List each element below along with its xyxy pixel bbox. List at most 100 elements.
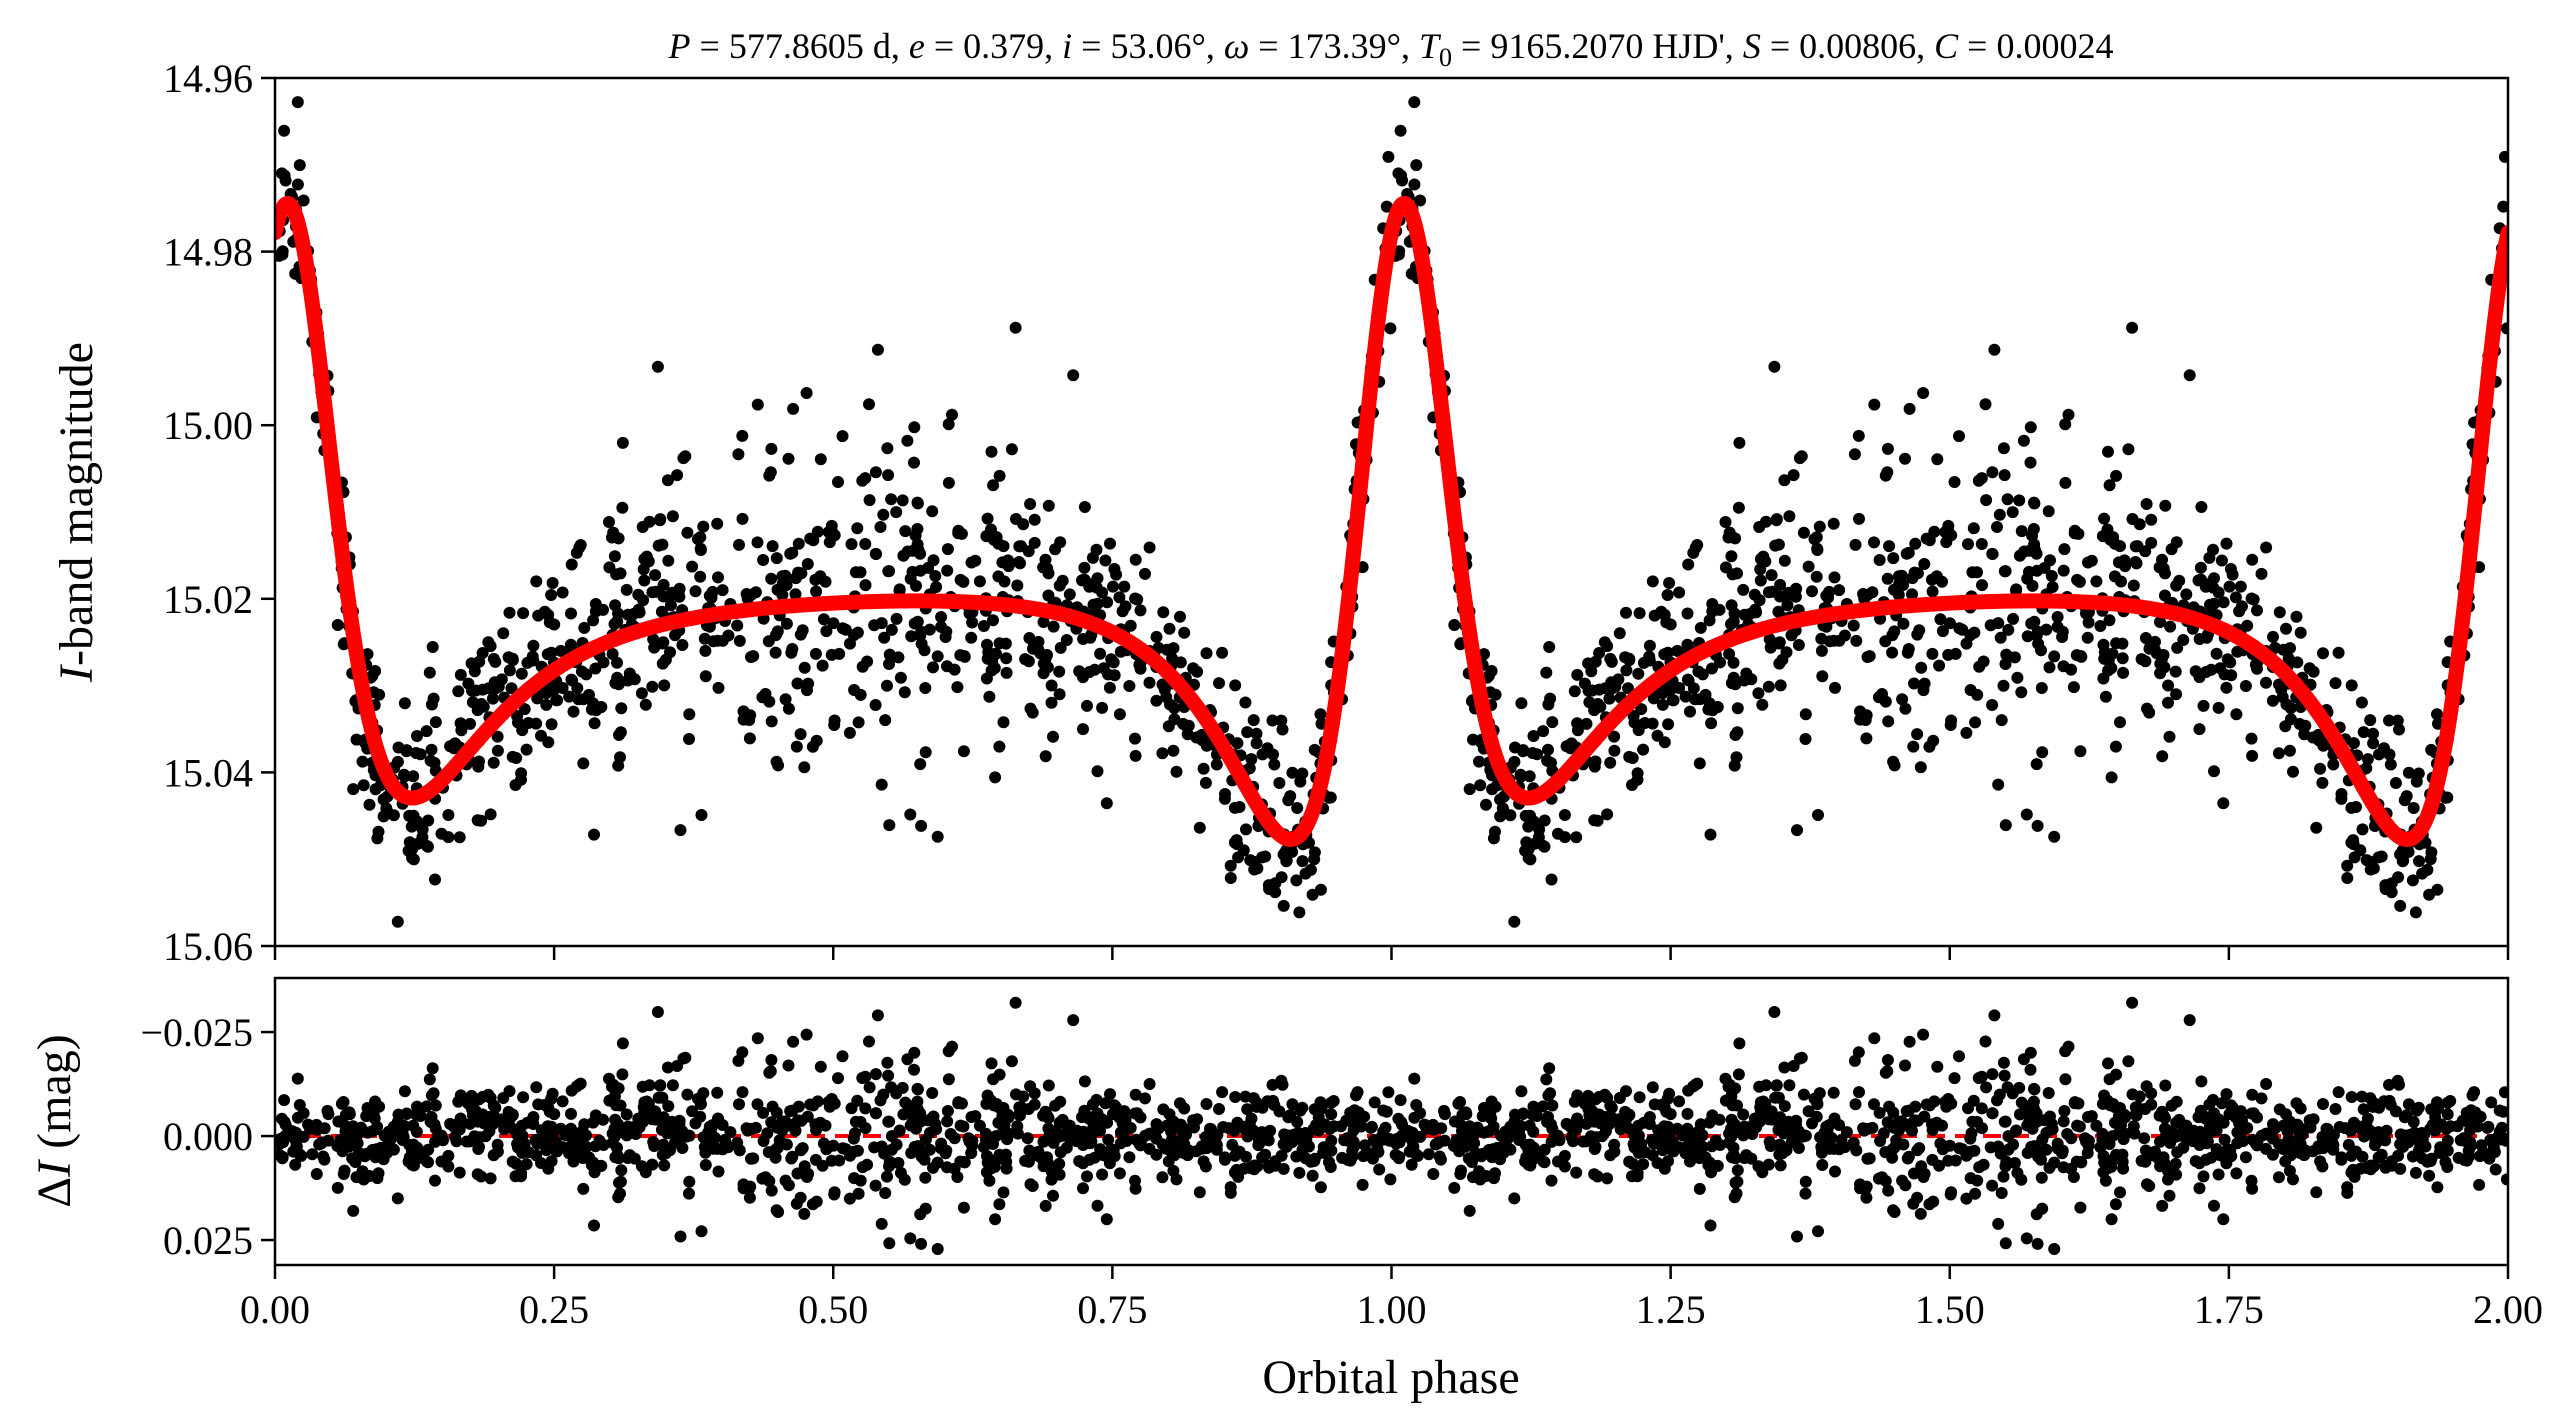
observed-point bbox=[1119, 600, 1132, 613]
residual-point bbox=[1927, 1195, 1940, 1208]
residual-point bbox=[335, 1097, 348, 1110]
residual-point bbox=[1931, 1060, 1944, 1073]
observed-point bbox=[1143, 676, 1156, 689]
observed-point bbox=[1770, 513, 1783, 526]
observed-point bbox=[2241, 619, 2254, 632]
residual-point bbox=[1251, 1160, 1264, 1173]
residual-point bbox=[2114, 1186, 2126, 1199]
residual-point bbox=[1081, 1170, 1093, 1183]
observed-point bbox=[2081, 631, 2094, 644]
residual-point bbox=[2138, 1132, 2151, 1145]
residual-point bbox=[1355, 1120, 1368, 1133]
model-curve-line bbox=[275, 195, 2508, 847]
residual-point bbox=[1373, 1163, 1386, 1176]
residual-point bbox=[1218, 1153, 1231, 1166]
observed-point bbox=[661, 474, 674, 487]
observed-point bbox=[1906, 588, 1918, 601]
observed-point bbox=[1568, 685, 1581, 698]
observed-point bbox=[616, 501, 629, 514]
observed-point bbox=[890, 506, 903, 519]
residual-point bbox=[1261, 1095, 1274, 1108]
observed-point bbox=[1999, 658, 2012, 670]
observed-point bbox=[1210, 758, 1223, 771]
observed-point bbox=[931, 830, 944, 843]
observed-point bbox=[1853, 512, 1865, 525]
observed-point bbox=[1276, 723, 1289, 736]
observed-point bbox=[1394, 124, 1407, 137]
residual-point bbox=[2133, 1090, 2146, 1103]
observed-point bbox=[2108, 570, 2121, 583]
residual-point bbox=[1427, 1168, 1440, 1180]
residual-point bbox=[1918, 1110, 1931, 1123]
residual-point bbox=[1560, 1117, 1573, 1130]
observed-point bbox=[398, 770, 411, 783]
residual-point bbox=[2105, 1213, 2118, 1226]
observed-point bbox=[2290, 610, 2303, 623]
observed-point bbox=[2045, 570, 2058, 582]
residual-point bbox=[550, 1135, 563, 1148]
observed-point bbox=[875, 778, 888, 791]
residual-point bbox=[1580, 1117, 1593, 1130]
observed-point bbox=[894, 671, 907, 684]
observed-point bbox=[1692, 665, 1705, 678]
observed-point bbox=[578, 621, 591, 634]
residual-point bbox=[2128, 1127, 2141, 1140]
residual-point bbox=[2379, 1161, 2392, 1174]
residual-point bbox=[782, 1059, 795, 1072]
observed-point bbox=[1643, 639, 1656, 652]
residual-point bbox=[2230, 1167, 2243, 1180]
observed-point bbox=[2057, 564, 2070, 577]
observed-point bbox=[542, 736, 555, 749]
observed-point bbox=[861, 655, 874, 668]
observed-point bbox=[2200, 631, 2213, 644]
residual-point bbox=[1986, 1179, 1999, 1192]
residual-point bbox=[1408, 1072, 1421, 1085]
observed-point bbox=[2153, 561, 2166, 574]
observed-point bbox=[869, 547, 882, 560]
observed-point bbox=[883, 658, 895, 670]
observed-point bbox=[1537, 725, 1550, 738]
residual-point bbox=[1542, 1111, 1554, 1123]
observed-point bbox=[845, 538, 858, 551]
observed-point bbox=[2220, 681, 2233, 694]
observed-point bbox=[790, 740, 803, 753]
residual-point bbox=[836, 1142, 849, 1155]
observed-point bbox=[1979, 398, 1992, 411]
residual-point bbox=[1888, 1141, 1901, 1154]
observed-point bbox=[1879, 695, 1892, 708]
title-e: e bbox=[909, 26, 925, 66]
residual-point bbox=[578, 1118, 591, 1131]
observed-point bbox=[1157, 606, 1170, 619]
observed-point bbox=[2416, 867, 2429, 880]
residual-point bbox=[1681, 1107, 1694, 1120]
observed-point bbox=[666, 510, 679, 523]
residual-point bbox=[2500, 1173, 2508, 1186]
residual-point bbox=[1546, 1122, 1559, 1135]
residual-point bbox=[2072, 1097, 2085, 1110]
residual-point bbox=[1737, 1108, 1750, 1121]
residual-point bbox=[661, 1061, 674, 1074]
residual-point bbox=[2423, 1169, 2436, 1182]
observed-point bbox=[810, 734, 823, 747]
residual-point bbox=[1658, 1101, 1671, 1114]
observed-point bbox=[422, 814, 435, 827]
observed-point bbox=[1833, 584, 1846, 597]
observed-point bbox=[1749, 603, 1762, 616]
residual-point bbox=[2239, 1151, 2252, 1164]
observed-point bbox=[954, 649, 967, 662]
residual-point bbox=[1222, 1122, 1235, 1135]
residual-point bbox=[2224, 1099, 2237, 1112]
observed-point bbox=[372, 825, 385, 838]
observed-point bbox=[2098, 512, 2111, 525]
residual-point bbox=[1812, 1225, 1824, 1238]
residual-point bbox=[1394, 1094, 1407, 1107]
residual-point bbox=[1811, 1097, 1824, 1110]
residual-point bbox=[869, 1068, 882, 1081]
residual-point bbox=[1196, 1142, 1209, 1155]
observed-point bbox=[782, 702, 795, 715]
observed-point bbox=[1527, 730, 1540, 742]
observed-point bbox=[2246, 749, 2259, 762]
residual-point bbox=[1853, 1086, 1865, 1099]
observed-point bbox=[1290, 874, 1303, 887]
observed-point bbox=[2398, 794, 2411, 807]
